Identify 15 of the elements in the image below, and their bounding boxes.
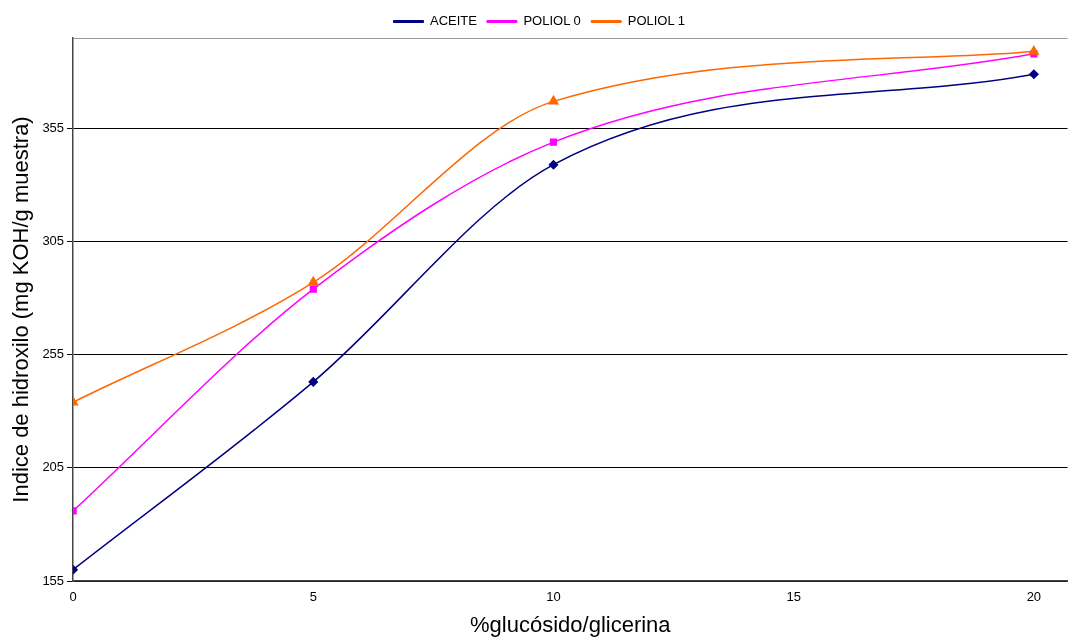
y-tick-label: 255: [42, 346, 65, 362]
y-tick-label: 305: [42, 233, 65, 249]
x-tick-label: 20: [1026, 589, 1042, 605]
legend-label: POLIOL 1: [627, 13, 686, 29]
y-tick-label: 155: [42, 572, 65, 588]
y-tick-label: 205: [42, 459, 65, 475]
y-tick-label: 355: [42, 120, 65, 136]
x-tick-label: 5: [309, 589, 317, 605]
x-axis-title: %glucósido/glicerina: [470, 611, 672, 637]
x-tick-label: 15: [786, 589, 801, 605]
legend-label: ACEITE: [429, 13, 478, 29]
x-tick-label: 10: [546, 589, 561, 605]
y-axis-title: Indice de hidroxilo (mg KOH/g muestra): [8, 116, 34, 503]
legend-label: POLIOL 0: [523, 13, 581, 29]
x-tick-label: 0: [69, 589, 77, 605]
